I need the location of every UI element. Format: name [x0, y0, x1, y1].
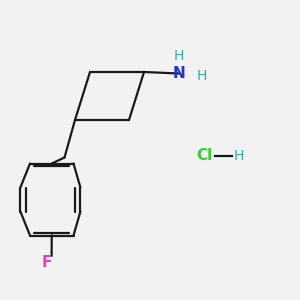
Text: H: H [196, 69, 207, 82]
Text: H: H [233, 149, 244, 163]
Text: Cl: Cl [196, 148, 212, 164]
Text: H: H [173, 49, 184, 62]
Text: F: F [41, 255, 52, 270]
Text: N: N [172, 66, 185, 81]
